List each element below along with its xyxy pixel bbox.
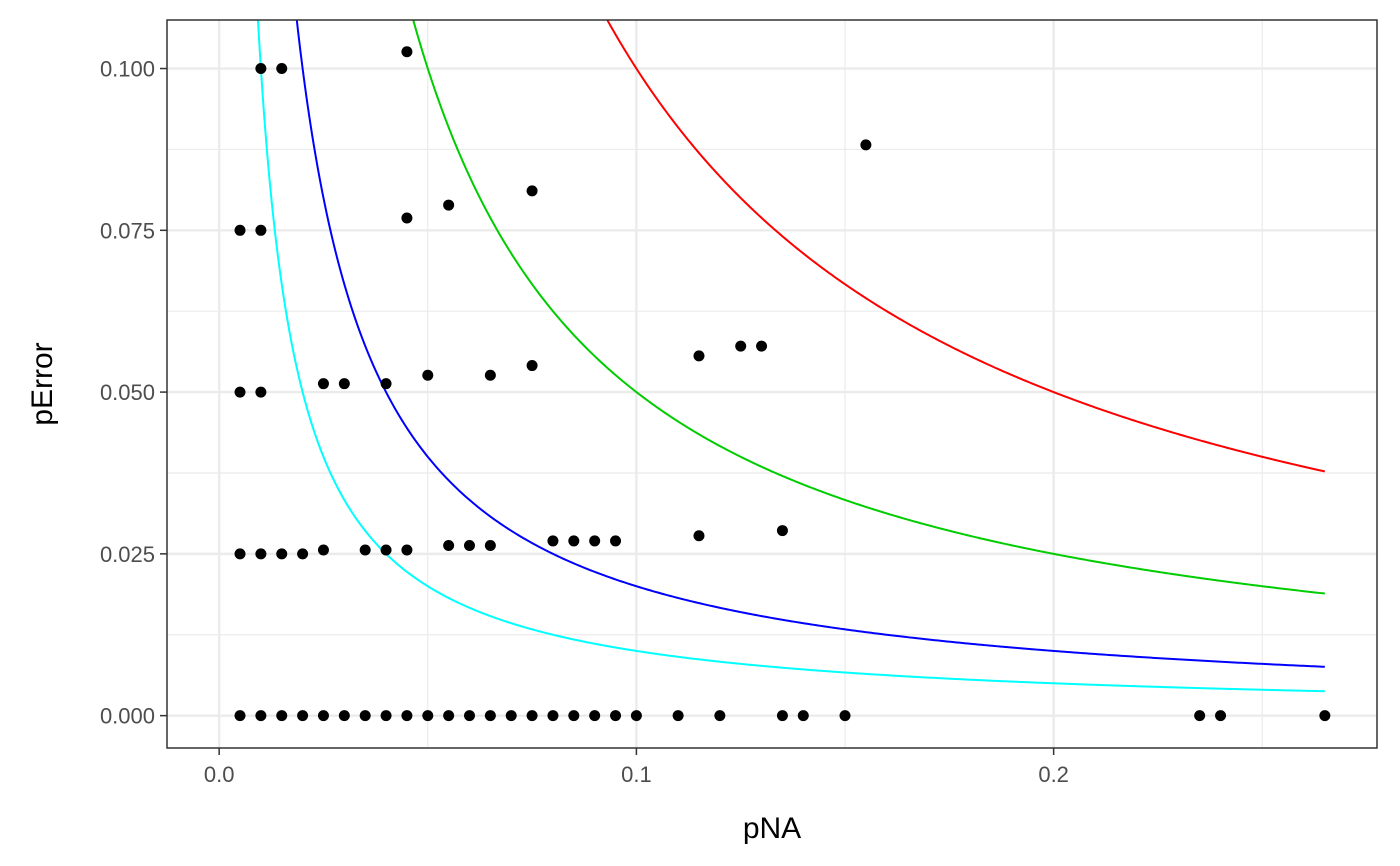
data-point — [526, 185, 538, 197]
data-point — [756, 340, 768, 352]
y-tick-label: 0.025 — [100, 542, 155, 567]
data-point — [317, 544, 329, 556]
data-point — [234, 548, 246, 560]
data-point — [255, 63, 267, 75]
y-tick-label: 0.100 — [100, 57, 155, 82]
data-point — [297, 710, 309, 722]
curve-line — [295, 20, 1325, 668]
data-point — [714, 710, 726, 722]
data-point — [568, 535, 580, 547]
data-point — [776, 525, 788, 537]
data-point — [401, 710, 413, 722]
data-point — [401, 46, 413, 58]
minor-gridlines — [167, 20, 1377, 748]
data-point — [484, 369, 496, 381]
data-point — [255, 386, 267, 398]
data-point — [630, 710, 642, 722]
data-point — [317, 378, 329, 390]
data-point — [422, 369, 434, 381]
data-point — [255, 710, 267, 722]
y-tick-label: 0.000 — [100, 704, 155, 729]
data-point — [672, 710, 684, 722]
data-point — [589, 710, 601, 722]
y-axis-title: pError — [26, 342, 59, 425]
plot-border — [166, 19, 1378, 749]
data-point — [297, 548, 309, 560]
data-point — [464, 539, 475, 551]
data-point — [359, 710, 371, 722]
x-tick-label: 0.0 — [204, 762, 235, 787]
data-point — [359, 544, 371, 556]
y-tick-label: 0.050 — [100, 380, 155, 405]
data-point — [547, 535, 559, 547]
data-point — [338, 378, 350, 390]
data-point — [443, 710, 455, 722]
data-points — [234, 46, 1331, 722]
data-point — [276, 63, 288, 75]
curve-line — [412, 20, 1325, 595]
data-point — [610, 710, 622, 722]
data-point — [443, 199, 455, 211]
data-point — [526, 710, 538, 722]
data-point — [1194, 710, 1206, 722]
data-point — [401, 544, 413, 556]
x-axis-ticks: 0.0 0.1 0.2 — [204, 748, 1069, 787]
data-point — [526, 360, 538, 372]
data-point — [255, 224, 267, 236]
data-point — [776, 710, 788, 722]
data-point — [693, 350, 705, 362]
y-axis-ticks: 0.000 0.025 0.050 0.075 0.100 — [100, 57, 167, 729]
data-point — [860, 139, 872, 151]
x-tick-label: 0.2 — [1038, 762, 1069, 787]
data-point — [589, 535, 601, 547]
x-tick-label: 0.1 — [621, 762, 652, 787]
data-point — [735, 340, 747, 352]
data-point — [1319, 710, 1331, 722]
x-axis-title: pNA — [743, 812, 801, 845]
curve-line — [606, 20, 1326, 473]
data-point — [255, 548, 267, 560]
data-point — [797, 710, 809, 722]
data-point — [338, 710, 350, 722]
data-point — [610, 535, 622, 547]
data-point — [484, 710, 496, 722]
curve-line — [256, 20, 1325, 693]
data-point — [380, 710, 392, 722]
data-point — [839, 710, 851, 722]
data-point — [443, 539, 455, 551]
data-point — [380, 378, 392, 390]
data-point — [234, 224, 246, 236]
data-point — [380, 544, 392, 556]
y-tick-label: 0.075 — [100, 218, 155, 243]
data-point — [505, 710, 517, 722]
data-point — [547, 710, 559, 722]
data-point — [234, 386, 246, 398]
data-point — [693, 530, 705, 542]
data-point — [568, 710, 580, 722]
data-point — [484, 539, 496, 551]
data-point — [401, 212, 413, 224]
data-point — [234, 710, 246, 722]
data-point — [1215, 710, 1227, 722]
data-point — [276, 548, 288, 560]
data-point — [422, 710, 434, 722]
data-point — [317, 710, 329, 722]
data-point — [276, 710, 288, 722]
curve-series — [256, 20, 1326, 693]
data-point — [464, 710, 475, 722]
